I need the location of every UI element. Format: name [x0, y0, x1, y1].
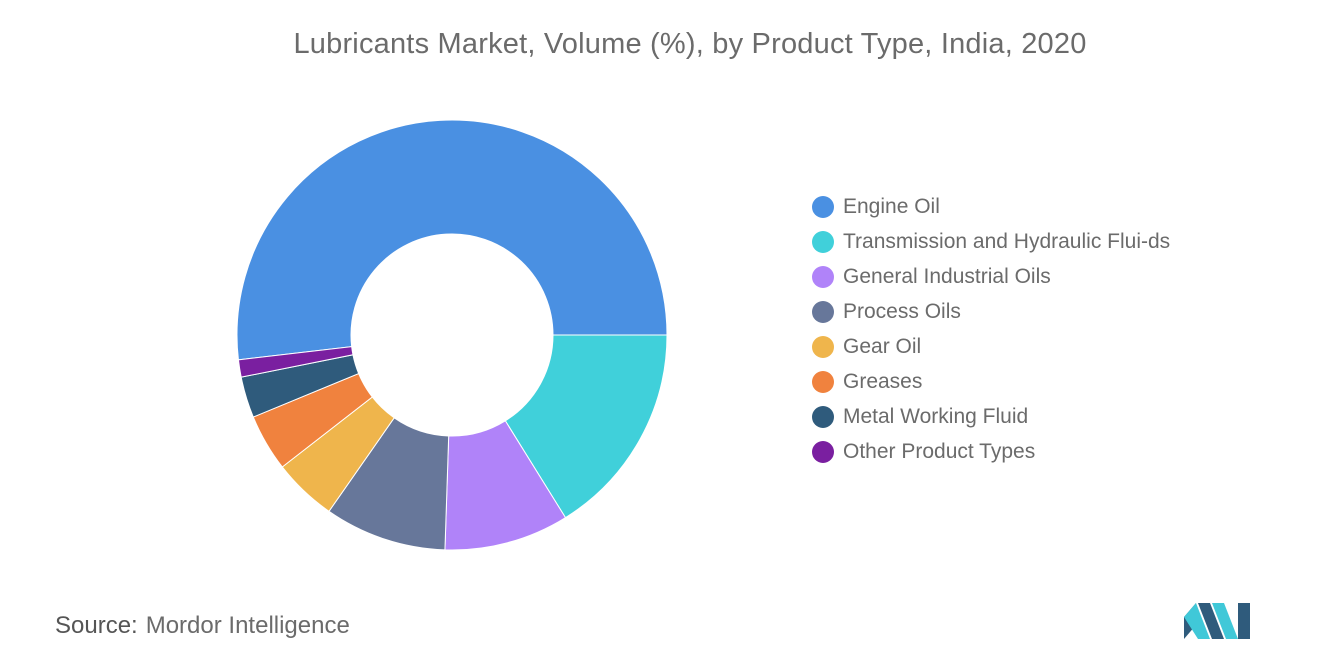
legend-swatch-other-product-types [812, 441, 834, 463]
donut-chart [236, 119, 668, 551]
source-label: Source: [55, 612, 138, 639]
legend-item-gear-oil: Gear Oil [812, 333, 1172, 360]
legend-swatch-gear-oil [812, 336, 834, 358]
legend-item-general-industrial-oils: General Industrial Oils [812, 263, 1172, 290]
legend-swatch-general-industrial-oils [812, 266, 834, 288]
legend-label-engine-oil: Engine Oil [843, 195, 940, 218]
logo-middle-diagonal [1198, 603, 1224, 639]
source-name: Mordor Intelligence [145, 612, 350, 639]
legend-item-transmission-hydraulic-fluids: Transmission and Hydraulic Flui-ds [812, 228, 1172, 255]
logo-right-stroke [1238, 603, 1250, 639]
legend-item-metal-working-fluid: Metal Working Fluid [812, 403, 1172, 430]
legend-swatch-process-oils [812, 301, 834, 323]
donut-slice-other-product-types [237, 346, 354, 378]
legend-item-engine-oil: Engine Oil [812, 193, 1172, 220]
donut-slice-transmission-hydraulic-fluids [504, 334, 668, 519]
legend-label-gear-oil: Gear Oil [843, 335, 922, 358]
legend-item-other-product-types: Other Product Types [812, 438, 1172, 465]
legend-swatch-greases [812, 371, 834, 393]
legend-swatch-transmission-hydraulic-fluids [812, 231, 834, 253]
legend: Engine Oil Transmission and Hydraulic Fl… [812, 193, 1172, 473]
legend-item-process-oils: Process Oils [812, 298, 1172, 325]
legend-swatch-metal-working-fluid [812, 406, 834, 428]
mordor-intelligence-logo-icon [1184, 603, 1250, 639]
chart-title: Lubricants Market, Volume (%), by Produc… [293, 28, 1087, 60]
logo-right-diagonal [1212, 603, 1238, 639]
legend-label-other-product-types: Other Product Types [843, 440, 1036, 463]
donut-slice-engine-oil [236, 119, 668, 361]
legend-swatch-engine-oil [812, 196, 834, 218]
legend-label-metal-working-fluid: Metal Working Fluid [843, 405, 1029, 428]
logo-left-diagonal [1184, 603, 1210, 639]
legend-label-process-oils: Process Oils [843, 300, 961, 323]
legend-label-transmission-hydraulic-fluids: Transmission and Hydraulic Flui-ds [843, 230, 1171, 253]
legend-label-greases: Greases [843, 370, 923, 393]
legend-item-greases: Greases [812, 368, 1172, 395]
legend-label-general-industrial-oils: General Industrial Oils [843, 265, 1051, 288]
source-note: Source: Mordor Intelligence [55, 612, 350, 640]
